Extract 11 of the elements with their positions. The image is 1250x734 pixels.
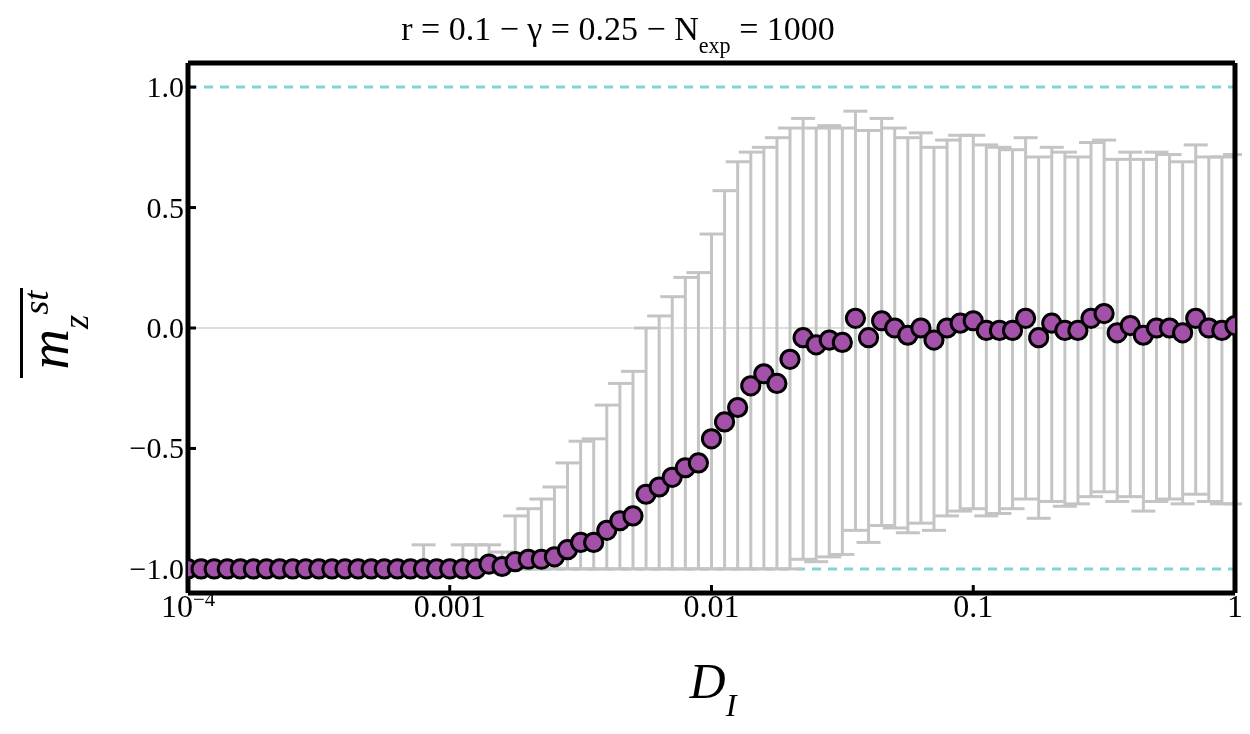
x-tick-label: 0.1 xyxy=(953,588,994,624)
x-axis-title: D$_{I}$ xyxy=(688,653,739,723)
y-tick-label: 0.5 xyxy=(146,190,184,224)
chart-title: r = 0.1 − γ = 0.25 − N$_{exp}$ = 1000 xyxy=(401,10,835,58)
y-tick-label: −1.0 xyxy=(129,551,184,585)
y-tick-label: 1.0 xyxy=(146,70,184,104)
y-tick-label: 0.0 xyxy=(146,311,184,344)
y-tick-label: −0.5 xyxy=(129,431,184,465)
x-tick-label: 0.01 xyxy=(683,588,740,624)
x-tick-label: 0.001 xyxy=(413,588,486,624)
x-tick-label: 1 xyxy=(1227,588,1243,624)
